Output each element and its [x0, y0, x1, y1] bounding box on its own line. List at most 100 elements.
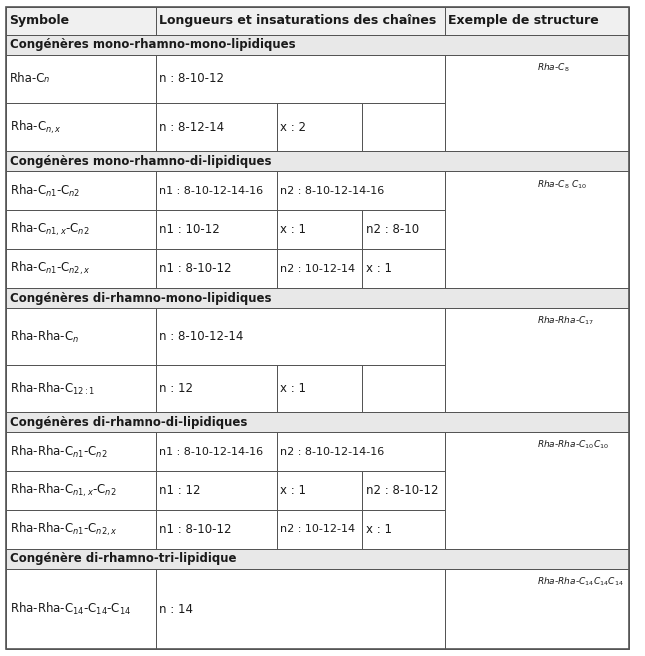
Bar — [277, 510, 362, 549]
Bar — [155, 249, 277, 288]
Text: Rha-Rha-C$_{12:1}$: Rha-Rha-C$_{12:1}$ — [10, 380, 95, 397]
Text: n : 12: n : 12 — [159, 382, 193, 395]
Bar — [277, 103, 362, 152]
Text: Rha-C$_{n1,x}$-C$_{n2}$: Rha-C$_{n1,x}$-C$_{n2}$ — [10, 221, 89, 239]
Bar — [277, 471, 362, 510]
Text: Rha-C: Rha-C — [10, 72, 45, 85]
Text: Congénères di-rhamno-di-lipidiques: Congénères di-rhamno-di-lipidiques — [10, 416, 247, 428]
Text: x : 1: x : 1 — [366, 262, 392, 275]
Text: Rha-C$_8$: Rha-C$_8$ — [537, 62, 570, 74]
Bar — [445, 569, 630, 649]
Text: Rha-Rha-C$_{17}$: Rha-Rha-C$_{17}$ — [537, 315, 595, 327]
Bar — [445, 7, 630, 35]
Bar — [445, 432, 630, 549]
Text: n : 8-12-14: n : 8-12-14 — [159, 121, 224, 134]
Bar — [277, 432, 445, 471]
Text: Rha-Rha-C$_{n1,x}$-C$_{n2}$: Rha-Rha-C$_{n1,x}$-C$_{n2}$ — [10, 482, 116, 499]
Bar — [6, 288, 630, 308]
Bar — [6, 152, 630, 171]
Text: n2 : 10-12-14: n2 : 10-12-14 — [280, 524, 355, 535]
Text: Rha-Rha-C$_{14}$C$_{14}$C$_{14}$: Rha-Rha-C$_{14}$C$_{14}$C$_{14}$ — [537, 575, 624, 588]
Bar — [155, 55, 445, 103]
Text: n1 : 10-12: n1 : 10-12 — [159, 223, 220, 236]
Bar — [362, 103, 445, 152]
Bar — [6, 55, 155, 103]
Bar — [362, 249, 445, 288]
Bar — [277, 103, 362, 152]
Bar — [6, 7, 155, 35]
Bar — [155, 365, 277, 412]
Text: n1 : 8-10-12: n1 : 8-10-12 — [159, 523, 232, 536]
Bar — [6, 7, 155, 35]
Text: x : 1: x : 1 — [280, 223, 306, 236]
Bar — [6, 471, 155, 510]
Bar — [6, 55, 155, 103]
Bar — [277, 171, 445, 211]
Text: n2 : 8-10-12: n2 : 8-10-12 — [366, 484, 438, 497]
Bar — [277, 432, 445, 471]
Text: Longueurs et insaturations des chaînes: Longueurs et insaturations des chaînes — [159, 14, 436, 27]
Bar — [155, 171, 277, 211]
Bar — [6, 432, 155, 471]
Bar — [445, 55, 630, 152]
Bar — [155, 7, 445, 35]
Text: x : 1: x : 1 — [366, 523, 392, 536]
Text: x : 1: x : 1 — [280, 382, 306, 395]
Bar — [362, 211, 445, 249]
Text: Congénères mono-rhamno-di-lipidiques: Congénères mono-rhamno-di-lipidiques — [10, 155, 271, 168]
Bar — [6, 549, 630, 569]
Bar — [155, 171, 277, 211]
Bar — [6, 288, 630, 308]
Bar — [277, 211, 362, 249]
Text: n2 : 8-10-12-14-16: n2 : 8-10-12-14-16 — [280, 447, 384, 457]
Text: Rha-C$_{n,x}$: Rha-C$_{n,x}$ — [10, 119, 61, 136]
Bar — [155, 569, 445, 649]
Text: n2 : 8-10: n2 : 8-10 — [366, 223, 419, 236]
Bar — [6, 510, 155, 549]
Bar — [155, 55, 445, 103]
Bar — [362, 365, 445, 412]
Text: n2 : 10-12-14: n2 : 10-12-14 — [280, 264, 355, 274]
Bar — [277, 249, 362, 288]
Bar — [155, 471, 277, 510]
Bar — [155, 249, 277, 288]
Text: Exemple de structure: Exemple de structure — [448, 14, 599, 27]
Bar — [6, 365, 155, 412]
Bar — [445, 569, 630, 649]
Bar — [155, 569, 445, 649]
Bar — [6, 471, 155, 510]
Bar — [155, 103, 277, 152]
Bar — [445, 171, 630, 288]
Text: Rha-Rha-C$_{14}$-C$_{14}$-C$_{14}$: Rha-Rha-C$_{14}$-C$_{14}$-C$_{14}$ — [10, 601, 131, 617]
Bar — [277, 510, 362, 549]
Bar — [6, 103, 155, 152]
Bar — [6, 569, 155, 649]
Text: x : 2: x : 2 — [280, 121, 306, 134]
Text: n1 : 12: n1 : 12 — [159, 484, 201, 497]
Bar — [277, 365, 362, 412]
Bar — [445, 308, 630, 412]
Bar — [6, 35, 630, 55]
Bar — [155, 211, 277, 249]
Text: Congénère di-rhamno-tri-lipidique: Congénère di-rhamno-tri-lipidique — [10, 552, 236, 565]
Bar — [6, 171, 155, 211]
Bar — [445, 432, 630, 549]
Bar — [6, 103, 155, 152]
Bar — [155, 7, 445, 35]
Text: Rha-Rha-C$_{n1}$-C$_{n2,x}$: Rha-Rha-C$_{n1}$-C$_{n2,x}$ — [10, 521, 117, 538]
Text: n : 14: n : 14 — [159, 603, 193, 616]
Text: Rha-C$_{n1}$-C$_{n2}$: Rha-C$_{n1}$-C$_{n2}$ — [10, 183, 80, 199]
Bar — [6, 35, 630, 55]
Text: $_n$: $_n$ — [43, 72, 50, 85]
Text: Rha-Rha-C$_n$: Rha-Rha-C$_n$ — [10, 329, 79, 345]
Bar — [362, 510, 445, 549]
Bar — [6, 308, 155, 365]
Bar — [362, 471, 445, 510]
Bar — [445, 171, 630, 288]
Text: Rha-C$_{n1}$-C$_{n2,x}$: Rha-C$_{n1}$-C$_{n2,x}$ — [10, 260, 90, 277]
Bar — [362, 249, 445, 288]
Bar — [6, 510, 155, 549]
Bar — [6, 249, 155, 288]
Bar — [155, 432, 277, 471]
Bar — [6, 549, 630, 569]
